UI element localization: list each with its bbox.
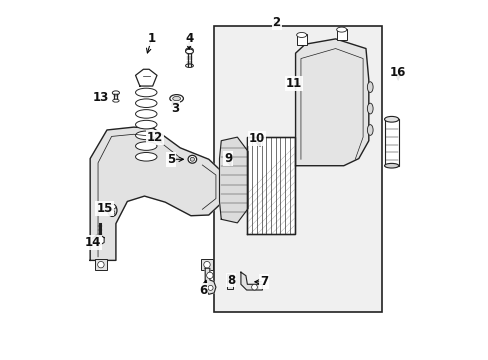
- Circle shape: [227, 275, 232, 280]
- Ellipse shape: [366, 82, 372, 93]
- Circle shape: [203, 261, 210, 268]
- Ellipse shape: [135, 142, 157, 150]
- Polygon shape: [295, 39, 368, 166]
- Bar: [95, 259, 106, 270]
- Ellipse shape: [135, 99, 157, 108]
- Ellipse shape: [135, 120, 157, 129]
- Bar: [201, 259, 212, 270]
- Ellipse shape: [135, 153, 157, 161]
- Text: 10: 10: [248, 132, 264, 145]
- Polygon shape: [90, 127, 222, 260]
- Text: 15: 15: [96, 202, 112, 215]
- Bar: [247, 137, 294, 234]
- Text: 6: 6: [199, 284, 207, 297]
- Polygon shape: [135, 69, 157, 86]
- Ellipse shape: [135, 131, 157, 140]
- Polygon shape: [205, 268, 216, 294]
- Polygon shape: [219, 137, 247, 223]
- Ellipse shape: [169, 95, 183, 103]
- Polygon shape: [241, 272, 262, 290]
- Bar: [226, 274, 233, 289]
- Ellipse shape: [296, 32, 306, 37]
- Ellipse shape: [366, 103, 372, 114]
- Ellipse shape: [112, 99, 119, 102]
- Ellipse shape: [384, 116, 398, 122]
- Circle shape: [207, 285, 213, 291]
- Ellipse shape: [135, 88, 157, 97]
- Text: 12: 12: [147, 131, 163, 144]
- Ellipse shape: [185, 64, 193, 67]
- Text: 9: 9: [224, 152, 232, 165]
- Bar: [336, 29, 346, 40]
- Text: 11: 11: [285, 77, 301, 90]
- Text: 16: 16: [389, 66, 406, 79]
- Bar: [214, 26, 381, 312]
- Bar: [384, 119, 398, 166]
- Bar: [296, 34, 306, 45]
- Text: 8: 8: [227, 274, 235, 287]
- Ellipse shape: [366, 125, 372, 135]
- Ellipse shape: [185, 49, 193, 54]
- Text: 3: 3: [170, 102, 179, 115]
- Ellipse shape: [112, 91, 119, 95]
- Ellipse shape: [135, 110, 157, 118]
- Ellipse shape: [336, 27, 346, 32]
- Text: 2: 2: [272, 16, 280, 29]
- Ellipse shape: [110, 210, 115, 215]
- Polygon shape: [95, 235, 104, 245]
- Text: 4: 4: [184, 32, 193, 45]
- Circle shape: [98, 261, 104, 268]
- Ellipse shape: [384, 163, 398, 168]
- Ellipse shape: [108, 204, 116, 209]
- Ellipse shape: [190, 157, 194, 161]
- Text: 5: 5: [167, 153, 175, 166]
- Ellipse shape: [172, 96, 180, 101]
- Text: 13: 13: [93, 91, 109, 104]
- Text: 14: 14: [84, 236, 101, 249]
- Text: 1: 1: [147, 32, 155, 45]
- Text: 7: 7: [260, 275, 267, 288]
- Ellipse shape: [107, 204, 117, 216]
- Circle shape: [206, 272, 213, 279]
- Circle shape: [251, 284, 257, 290]
- Ellipse shape: [188, 156, 196, 163]
